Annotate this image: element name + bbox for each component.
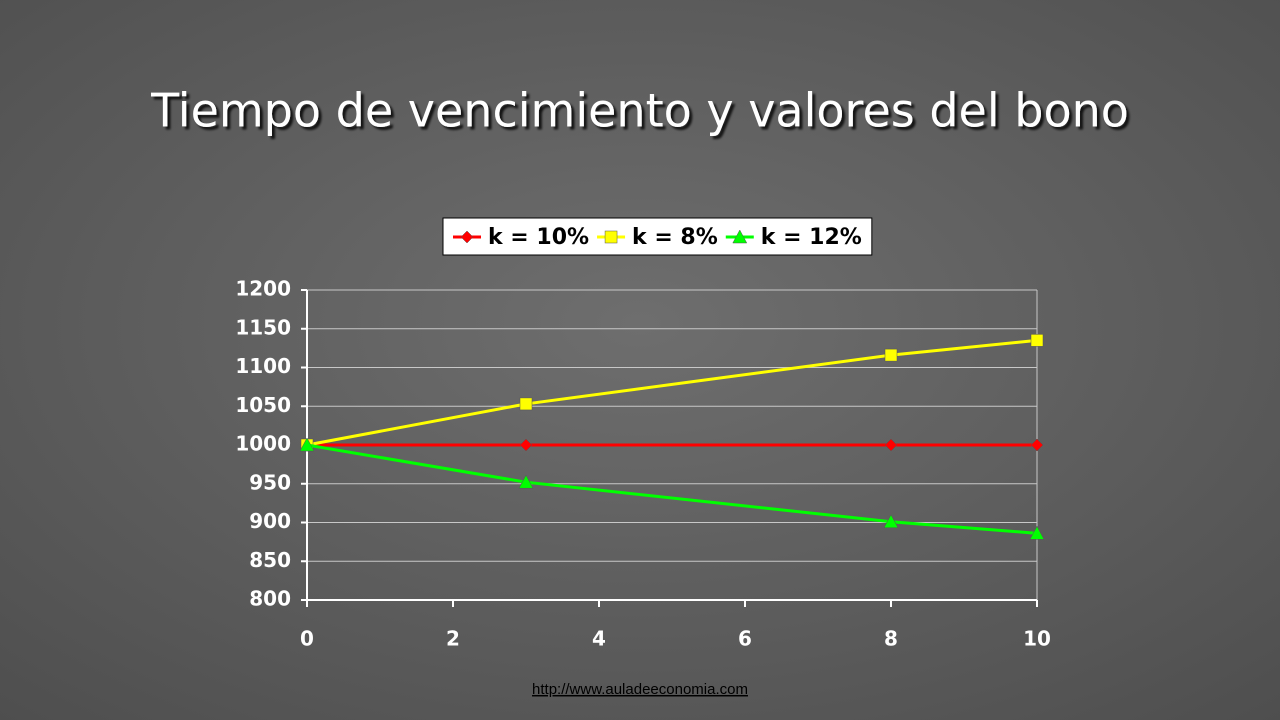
x-tick-label: 2 [446, 627, 460, 651]
marker [299, 437, 315, 452]
y-tick-label: 800 [249, 587, 291, 611]
legend-label: k = 8% [632, 225, 718, 250]
marker [883, 514, 899, 528]
y-tick-label: 1200 [235, 277, 291, 301]
marker [1030, 438, 1044, 452]
marker [519, 397, 533, 411]
chart-title: Tiempo de vencimiento y valores del bono [150, 84, 1129, 138]
y-tick-label: 1000 [235, 432, 291, 456]
x-tick-label: 10 [1023, 627, 1051, 651]
x-tick-label: 8 [884, 627, 898, 651]
marker [732, 229, 748, 244]
y-tick-label: 900 [249, 509, 291, 533]
legend-box [442, 217, 873, 256]
marker [519, 438, 533, 452]
x-tick-label: 4 [592, 627, 606, 651]
marker [1029, 525, 1045, 540]
marker [460, 230, 474, 244]
y-tick-label: 1050 [235, 393, 291, 417]
y-tick-label: 1150 [235, 315, 291, 339]
marker [884, 348, 898, 362]
legend-label: k = 10% [488, 225, 589, 250]
marker [1030, 334, 1044, 347]
marker [604, 230, 618, 244]
y-tick-label: 950 [249, 470, 291, 494]
x-tick-label: 0 [300, 627, 314, 651]
y-tick-label: 1100 [235, 354, 291, 378]
footer-link: http://www.auladeeconomia.com [532, 681, 748, 698]
marker [884, 438, 898, 452]
marker [518, 474, 534, 489]
x-tick-label: 6 [738, 627, 752, 651]
y-tick-label: 850 [249, 548, 291, 572]
series-line [306, 338, 1038, 447]
series-line [306, 443, 1038, 535]
legend-label: k = 12% [761, 225, 862, 250]
